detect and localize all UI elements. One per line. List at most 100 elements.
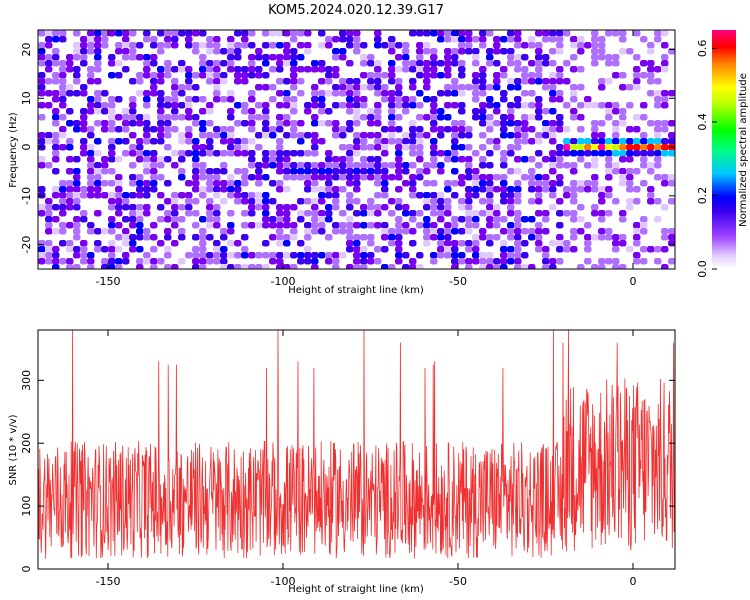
heatmap-cell [332,66,340,73]
heatmap-cell [122,108,130,115]
x-tick-label: -100 [271,575,296,588]
heatmap-cell [556,36,564,43]
heatmap-cell [213,96,221,103]
heatmap-cell [311,60,319,67]
heatmap-cell [87,48,95,55]
heatmap-cell [38,78,46,85]
heatmap-cell [591,150,599,157]
heatmap-cell [353,246,361,253]
heatmap-cell [626,156,634,163]
heatmap-cell [248,198,256,205]
heatmap-cell [514,168,522,175]
heatmap-cell [346,228,354,235]
heatmap-cell [206,78,214,85]
heatmap-cell [59,222,67,229]
heatmap-cell [402,66,410,73]
heatmap-cell [437,30,445,37]
heatmap-cell [493,138,501,145]
heatmap-cell [479,90,487,97]
heatmap-cell [339,30,347,37]
heatmap-cell [178,60,186,67]
heatmap-cell [192,72,200,79]
heatmap-cell [150,222,158,229]
heatmap-cell [570,66,578,73]
heatmap-cell [171,150,179,157]
heatmap-cell [178,138,186,145]
heatmap-cell [234,42,242,49]
heatmap-cell [318,96,326,103]
heatmap-cell [129,108,137,115]
heatmap-cell [612,132,620,139]
heatmap-cell [38,114,46,121]
heatmap-cell [66,66,74,73]
heatmap-cell [409,180,417,187]
heatmap-cell [171,30,179,37]
heatmap-cell [325,216,333,223]
heatmap-cell [514,222,522,229]
heatmap-cell [472,240,480,247]
heatmap-cell [577,102,585,109]
heatmap-cell [374,168,382,175]
heatmap-cell [38,42,46,49]
heatmap-cell [318,78,326,85]
heatmap-cell [570,54,578,61]
heatmap-cell [458,252,466,259]
y-tick-label: 100 [20,496,33,517]
heatmap-cell [94,120,102,127]
heatmap-cell [304,198,312,205]
heatmap-cell [325,150,333,157]
heatmap-cell [500,114,508,121]
heatmap-cell [45,30,53,37]
heatmap-cell [409,192,417,199]
heatmap-cell [297,42,305,49]
heatmap-cell [451,36,459,43]
heatmap-cell [73,66,81,73]
heatmap-cell [213,48,221,55]
heatmap-cell [304,234,312,241]
heatmap-cell [430,120,438,127]
heatmap-cell [542,60,550,67]
heatmap-cell [668,240,675,247]
heatmap-cell [633,84,641,91]
heatmap-cell [500,48,508,55]
heatmap-cell [437,90,445,97]
heatmap-cell [185,192,193,199]
heatmap-cell [136,138,144,145]
heatmap-cell [451,264,459,269]
heatmap-cell [227,174,235,181]
heatmap-cell [570,84,578,91]
heatmap-cell [192,258,200,265]
heatmap-cell [136,192,144,199]
heatmap-cell [304,108,312,115]
heatmap-cell [493,174,501,181]
heatmap-cell [297,168,305,175]
heatmap-cell [549,126,557,133]
heatmap-cell [262,264,270,269]
heatmap-cell [514,96,522,103]
heatmap-cell [66,84,74,91]
heatmap-cell [493,78,501,85]
heatmap-cell [157,156,165,163]
heatmap-cell [521,120,529,127]
heatmap-cell [598,186,606,193]
heatmap-cell [416,174,424,181]
heatmap-cell [108,246,116,253]
heatmap-cell [122,258,130,265]
heatmap-cell [150,42,158,49]
heatmap-cell [584,234,592,241]
heatmap-cell [598,36,606,43]
heatmap-cell [122,120,130,127]
heatmap-cell [199,126,207,133]
heatmap-cell [598,258,606,265]
heatmap-cell [143,150,151,157]
heatmap-cell [213,66,221,73]
heatmap-cell [325,90,333,97]
heatmap-cell [437,168,445,175]
heatmap-cell [66,60,74,67]
heatmap-cell [248,66,256,73]
heatmap-cell [654,138,662,145]
heatmap-cell [332,156,340,163]
heatmap-cell [577,66,585,73]
heatmap-cell [122,240,130,247]
